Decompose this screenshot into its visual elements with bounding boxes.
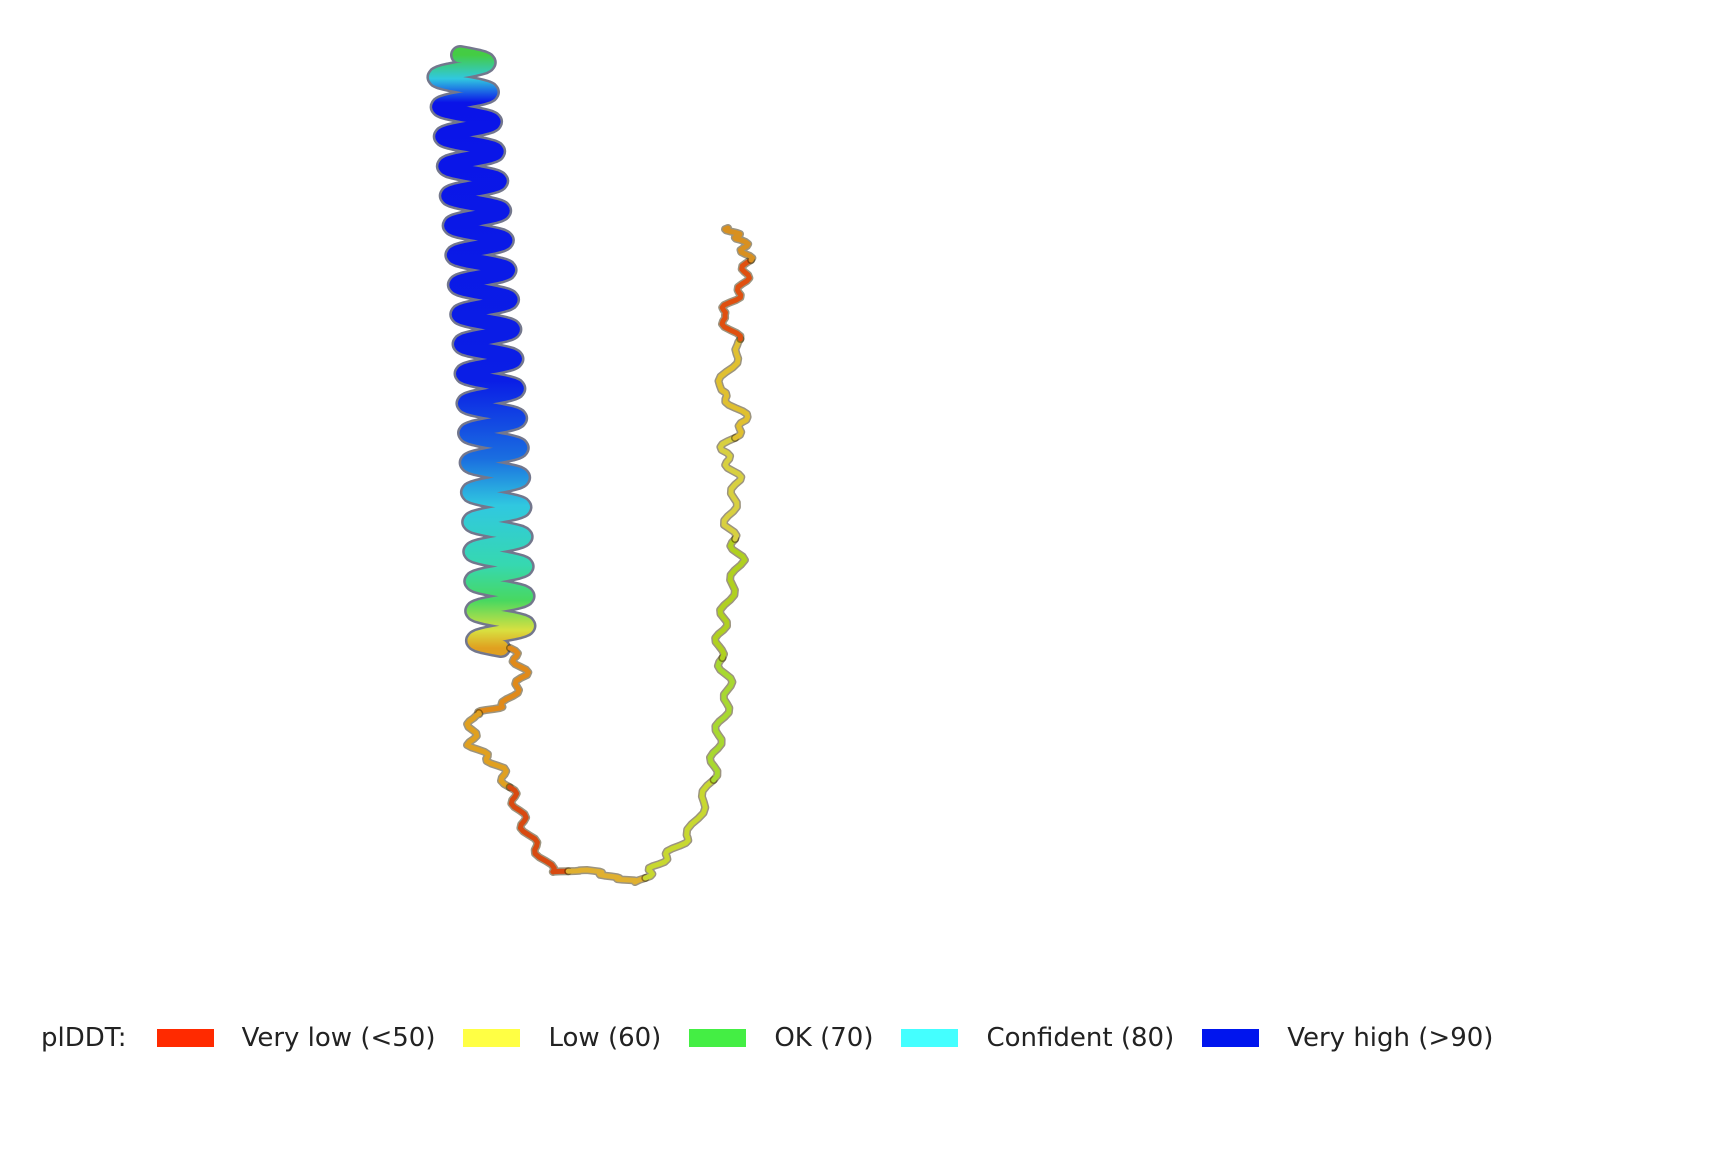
legend-label-very-low: Very low (<50): [241, 1023, 436, 1053]
legend-label-ok: OK (70): [774, 1023, 874, 1053]
legend-item-ok: OK (70): [689, 1023, 873, 1053]
coil-segment: [642, 777, 717, 881]
plddt-legend: plDDT: Very low (<50) Low (60) OK (70) C…: [41, 1018, 1521, 1058]
legend-item-very-high: Very high (>90): [1202, 1023, 1493, 1053]
very-low-swatch: [156, 1029, 214, 1047]
helix-ribbon: [428, 47, 534, 656]
low-swatch: [463, 1029, 521, 1047]
legend-item-low: Low (60): [463, 1023, 661, 1053]
coil-segment: [719, 257, 754, 342]
coil-segment: [717, 435, 744, 542]
coil-segment: [722, 225, 755, 263]
legend-title: plDDT:: [41, 1023, 127, 1053]
coil-segment: [507, 784, 571, 875]
coil-segment: [475, 645, 531, 716]
alpha-helix: [426, 45, 537, 658]
coil-segment: [565, 867, 648, 885]
legend-label-very-high: Very high (>90): [1287, 1023, 1494, 1053]
coil-loop: [463, 224, 757, 886]
legend-label-low: Low (60): [548, 1023, 662, 1053]
coil-segment: [707, 655, 735, 783]
legend-item-confident: Confident (80): [901, 1023, 1174, 1053]
coil-segment: [716, 336, 751, 441]
coil-segment: [712, 536, 748, 661]
legend-label-confident: Confident (80): [986, 1023, 1175, 1053]
ok-swatch: [689, 1029, 747, 1047]
very-high-swatch: [1202, 1029, 1260, 1047]
legend-item-very-low: Very low (<50): [156, 1023, 436, 1053]
coil-segment: [464, 710, 513, 790]
confident-swatch: [901, 1029, 959, 1047]
